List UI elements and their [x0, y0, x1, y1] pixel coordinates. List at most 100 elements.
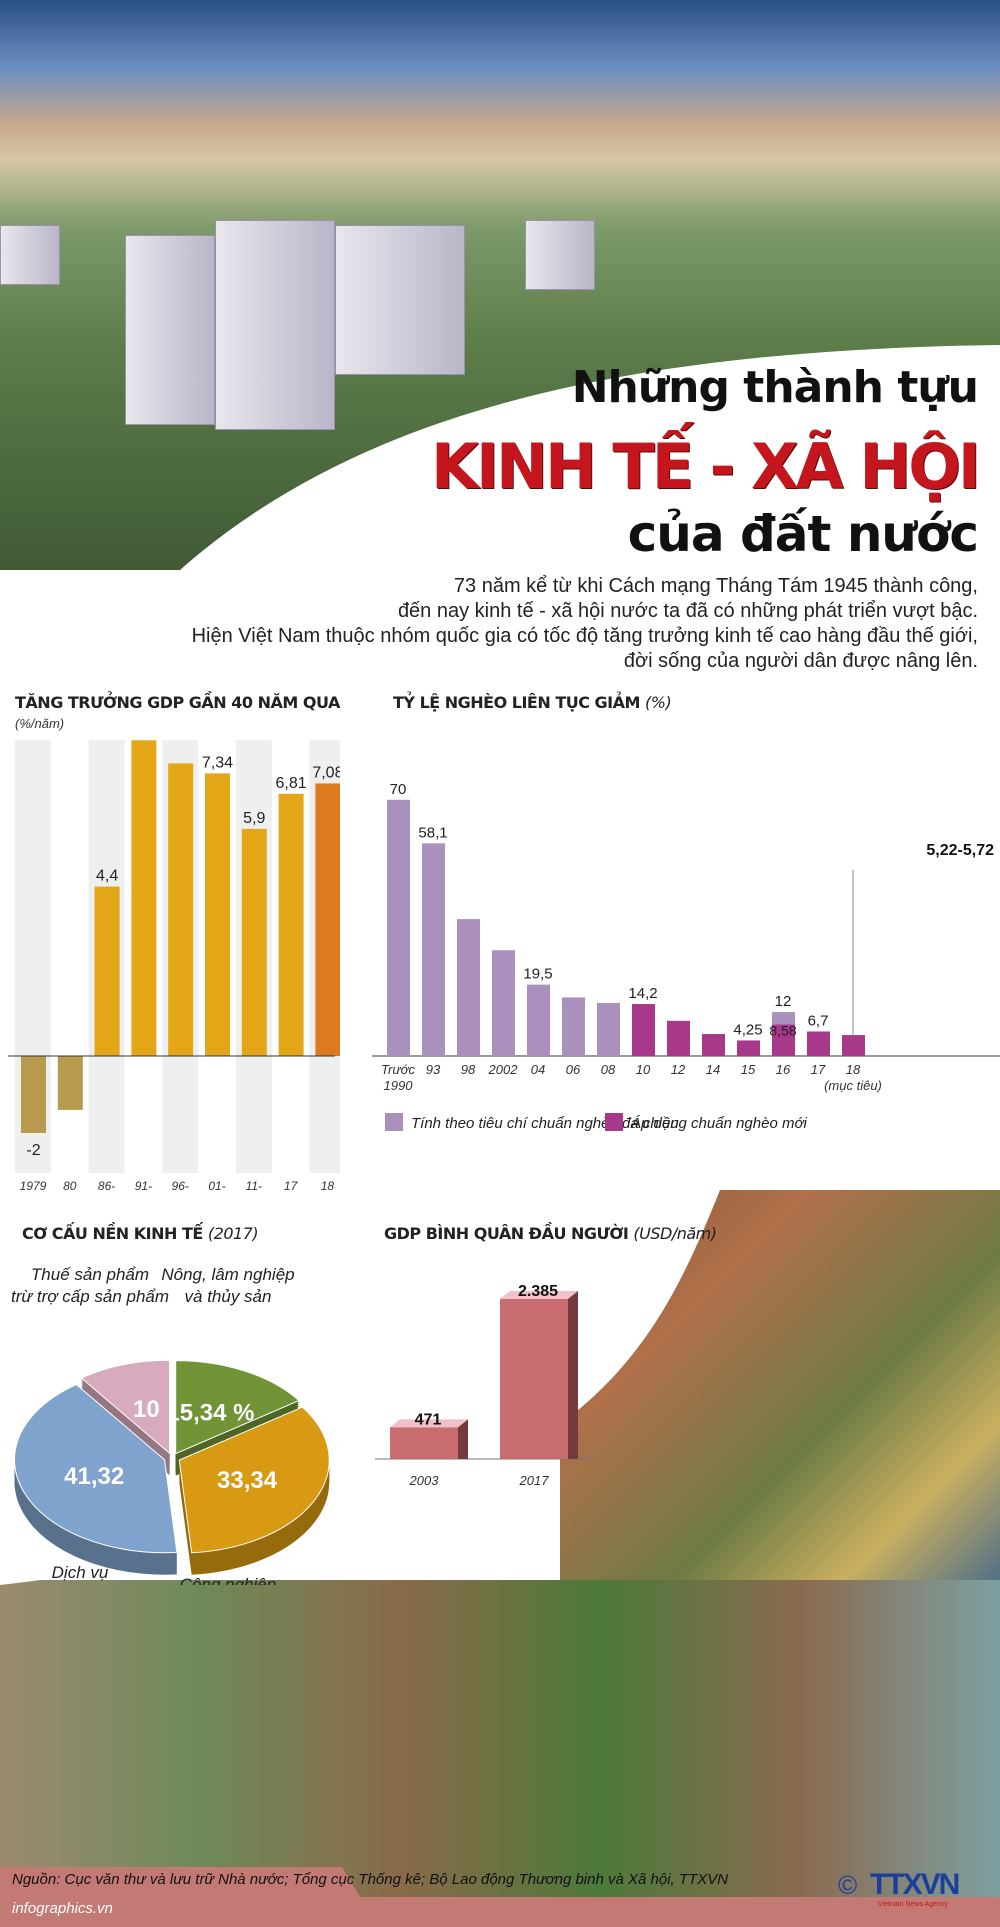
category-label: 15: [741, 1062, 756, 1077]
gdp-per-capita-unit: (USD/năm): [633, 1224, 717, 1243]
poverty-bar-multidimensional: [387, 799, 410, 1056]
poverty-bar-multidimensional: [422, 843, 445, 1056]
gdp-growth-unit: (%/năm): [15, 716, 65, 731]
economy-structure-title-text: CƠ CẤU NỀN KINH TẾ: [22, 1224, 203, 1243]
data-label: 58,1: [418, 824, 447, 841]
gdp-growth-bar: [57, 1056, 83, 1110]
legend-swatch: [385, 1113, 403, 1131]
slice-name-label: Dịch vụ: [52, 1563, 109, 1582]
poverty-unit: (%): [645, 693, 672, 712]
poverty-bar-new-standard: [667, 1020, 690, 1056]
slice-value-label: 41,32: [64, 1463, 124, 1490]
data-label: 14,2: [628, 985, 657, 1002]
category-label: 96-: [172, 1179, 189, 1193]
poverty-bar-multidimensional: [527, 984, 550, 1056]
bar-side-face: [568, 1291, 578, 1459]
gdp-per-capita-title: GDP BÌNH QUÂN ĐẦU NGƯỜI (USD/năm): [384, 1224, 717, 1243]
category-label: 86-: [98, 1179, 115, 1193]
slice-value-label: 10: [133, 1396, 160, 1423]
data-label: 7,34: [202, 754, 233, 771]
category-label: 1990: [384, 1078, 414, 1093]
intro-paragraph: 73 năm kể từ khi Cách mạng Tháng Tám 194…: [158, 574, 978, 674]
data-label: 4,4: [96, 868, 118, 885]
data-label: 6,7: [808, 1012, 829, 1029]
economy-structure-pie: 15,34 % 33,34 41,32 10 Nông, lâm nghiệp và th…: [11, 1265, 330, 1585]
data-label: 19,5: [523, 966, 552, 983]
footer-tab: [0, 1867, 360, 1897]
gdp-growth-bar: [168, 763, 194, 1056]
gdp-growth-bar: [131, 740, 157, 1056]
data-label: 7,08: [312, 764, 340, 781]
poverty-bar-new-standard: [632, 1004, 655, 1056]
category-label: 06: [566, 1062, 581, 1077]
slice-name-label: Công nghiệp: [180, 1575, 276, 1585]
gdp-growth-chart: -21979804,486-908,291-9596-20007,3401-05…: [8, 740, 340, 1200]
poverty-bar-new-standard: [737, 1040, 760, 1056]
title-line-3: của đất nước: [627, 505, 979, 563]
category-label: 80: [63, 1179, 77, 1193]
category-label: 14: [706, 1062, 720, 1077]
intro-line: 73 năm kể từ khi Cách mạng Tháng Tám 194…: [453, 575, 978, 597]
ttxvn-logo: TTXVN: [870, 1868, 960, 1901]
poverty-bar-multidimensional: [457, 919, 480, 1056]
category-label: 18: [846, 1062, 861, 1077]
slice-name-label: và thủy sản: [185, 1287, 272, 1306]
source-note: Nguồn: Cục văn thư và lưu trữ Nhà nước; …: [12, 1871, 729, 1888]
category-label: 01-: [208, 1179, 225, 1193]
gdp-per-capita-bar: [500, 1299, 568, 1459]
poverty-bar-new-standard: [772, 1024, 795, 1056]
data-label: 8,58: [769, 1023, 796, 1039]
bar-side-face: [458, 1419, 468, 1459]
category-label: 17: [284, 1179, 299, 1193]
poverty-bar-multidimensional: [562, 997, 585, 1056]
poverty-title-text: TỶ LỆ NGHÈO LIÊN TỤC GIẢM: [393, 693, 640, 712]
data-label: 6,81: [276, 775, 307, 792]
intro-line: Hiện Việt Nam thuộc nhóm quốc gia có tốc…: [191, 625, 978, 647]
economy-structure-title: CƠ CẤU NỀN KINH TẾ (2017): [22, 1224, 259, 1243]
category-label: 12: [671, 1062, 686, 1077]
slice-name-label: trừ trợ cấp sản phẩm: [11, 1287, 169, 1306]
data-label: 5,9: [243, 810, 265, 827]
gdp-growth-bar: [278, 793, 304, 1056]
slice-value-label: 15,34 %: [166, 1399, 254, 1426]
gdp-growth-bar: [205, 773, 230, 1056]
bar-top-face: [390, 1419, 468, 1428]
copyright-icon: ©: [838, 1870, 858, 1900]
target-label: 5,22-5,72: [926, 842, 994, 859]
data-label: 471: [415, 1411, 442, 1428]
title-line-2: KINH TẾ - XÃ HỘI: [430, 430, 981, 503]
poverty-title: TỶ LỆ NGHÈO LIÊN TỤC GIẢM (%): [393, 693, 672, 712]
footer-bar: [0, 1897, 1000, 1927]
data-label: 2.385: [518, 1283, 558, 1300]
gdp-per-capita-bar: [390, 1427, 458, 1459]
site-link[interactable]: infographics.vn: [12, 1900, 113, 1917]
data-label: 70: [390, 781, 407, 798]
gdp-growth-bar: [241, 828, 267, 1056]
category-label: 98: [461, 1062, 476, 1077]
category-label: 08: [601, 1062, 616, 1077]
bar-top-face: [500, 1291, 578, 1299]
economy-structure-year: (2017): [207, 1224, 259, 1243]
category-label: 10: [636, 1062, 651, 1077]
gdp-growth-bar: [94, 886, 120, 1056]
data-label: 12: [775, 993, 792, 1010]
gdp-growth-bar: [21, 1056, 46, 1133]
data-label: 4,25: [733, 1021, 762, 1038]
rural-life-photo-collage: [0, 1580, 1000, 1900]
category-label: 2017: [519, 1473, 550, 1488]
title-line-1: Những thành tựu: [571, 362, 979, 413]
category-label: 18: [321, 1179, 335, 1193]
pie-slice: [175, 1360, 300, 1455]
intro-line: đời sống của người dân được nâng lên.: [623, 650, 978, 672]
gdp-growth-bar: [315, 783, 340, 1056]
category-label: 93: [426, 1062, 441, 1077]
category-label: Trước: [381, 1062, 415, 1077]
slice-name-label: Nông, lâm nghiệp: [161, 1265, 294, 1284]
poverty-bar-multidimensional: [597, 1002, 620, 1056]
pie-slice: [178, 1406, 330, 1554]
category-label: 16: [776, 1062, 791, 1077]
poverty-bar-new-standard: [842, 1035, 865, 1056]
category-label: 2002: [488, 1062, 519, 1077]
ttxvn-logo-subtitle: Vietnam News Agency: [878, 1901, 948, 1908]
